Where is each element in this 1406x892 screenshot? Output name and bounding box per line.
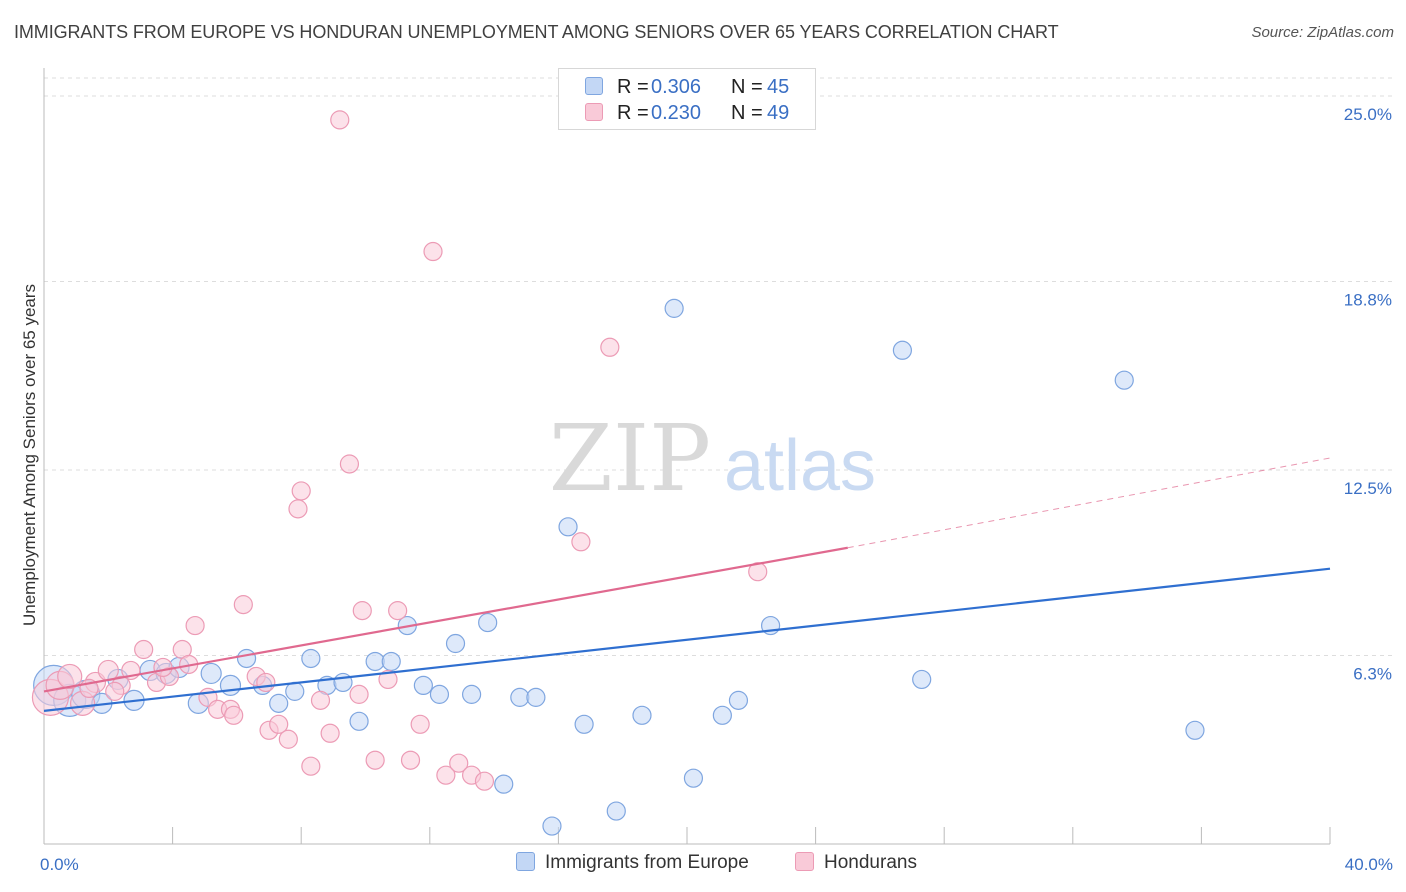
x-tick-label: 0.0% [40,855,79,874]
pink-data-point [388,601,408,621]
blue-data-point [413,675,433,696]
pink-data-point [410,714,430,734]
bottom-legend-label-pink: Hondurans [824,852,917,873]
blue-data-point [526,687,546,707]
legend-swatch-blue [585,77,603,95]
pink-data-point [339,454,360,474]
blue-data-point [219,674,242,697]
blue-data-point [269,693,289,713]
pink-data-point [105,681,125,701]
pink-data-point [600,337,620,357]
pink-data-point [320,723,340,743]
pink-data-point [436,765,456,785]
pink-data-point [310,690,331,710]
blue-data-point [712,705,732,725]
pink-data-point [97,659,119,682]
blue-data-point [494,774,514,794]
blue-data-point [510,687,530,707]
bottom-legend-pink: Hondurans [795,852,917,876]
blue-data-point [285,681,305,701]
blue-data-point [200,662,222,685]
pink-data-point [134,639,154,660]
blue-data-point [728,690,749,710]
blue-trend-line [43,567,1331,712]
blue-data-point [574,714,594,734]
pink-data-point [400,750,421,770]
y-tick-label: 12.5% [1344,479,1392,498]
blue-data-point [365,651,385,672]
pink-data-point [278,729,298,749]
blue-data-point [461,684,482,704]
pink-data-point [185,615,205,636]
legend-n-value-pink: 49 [767,102,790,124]
bottom-legend-swatch-blue [516,852,535,871]
source-credit: Source: ZipAtlas.com [1251,24,1394,41]
legend-r-value-blue: 0.306 [651,76,702,98]
pink-data-point [291,481,311,501]
bottom-legend-blue: Immigrants from Europe [516,852,749,876]
pink-trend-line [43,546,848,693]
pink-data-point [269,714,289,734]
pink-data-point [571,532,591,552]
legend-r-label: R = [617,76,649,98]
y-tick-label: 25.0% [1344,105,1392,124]
blue-data-point [1185,720,1205,740]
blue-data-point [664,298,684,318]
blue-data-point [445,633,466,654]
pink-data-point [748,562,768,582]
blue-data-point [606,801,626,821]
bottom-legend-swatch-pink [795,852,814,871]
bottom-legend-label-blue: Immigrants from Europe [545,852,749,873]
watermark-zip: ZIP [549,405,711,512]
blue-data-point [349,711,369,731]
blue-data-point [558,517,578,537]
y-tick-label: 18.8% [1344,290,1392,309]
blue-data-point [542,816,562,836]
pink-data-point [349,684,369,704]
pink-data-point [352,601,372,621]
watermark-atlas: atlas [724,426,876,506]
pink-data-point [474,771,495,791]
y-axis-label: Unemployment Among Seniors over 65 years [20,283,39,627]
blue-data-point [236,648,257,669]
pink-data-point [365,750,385,770]
blue-data-point [892,340,913,360]
legend-n-label: N = [731,76,763,98]
pink-data-point [330,110,350,130]
blue-data-point [429,684,450,704]
legend-n-value-blue: 45 [767,76,790,98]
legend-r-value-pink: 0.230 [651,102,702,124]
pink-data-point [256,672,276,693]
pink-data-point [449,753,469,773]
legend-box: R = 0.306 N = 45 R = 0.230 N = 49 [558,68,816,130]
blue-data-point [912,669,932,690]
x-tick-label: 40.0% [1345,855,1393,874]
pink-data-point [378,669,398,690]
pink-data-point [224,705,244,725]
chart-title: IMMIGRANTS FROM EUROPE VS HONDURAN UNEMP… [14,22,1059,42]
blue-data-point [301,648,321,669]
pink-data-point [233,595,253,615]
legend-n-label: N = [731,102,763,124]
blue-data-point [1114,370,1134,390]
blue-data-point [381,651,401,672]
blue-data-point [632,705,652,725]
blue-data-point [478,612,498,633]
pink-data-point [57,663,83,690]
pink-data-point [153,657,173,678]
legend-r-label: R = [617,102,649,124]
pink-data-point [301,756,321,776]
pink-data-point [423,241,443,262]
pink-trend-extension [847,457,1331,549]
pink-data-point [288,499,308,519]
legend-swatch-pink [585,103,603,121]
y-tick-label: 6.3% [1353,664,1392,683]
blue-data-point [683,768,704,788]
